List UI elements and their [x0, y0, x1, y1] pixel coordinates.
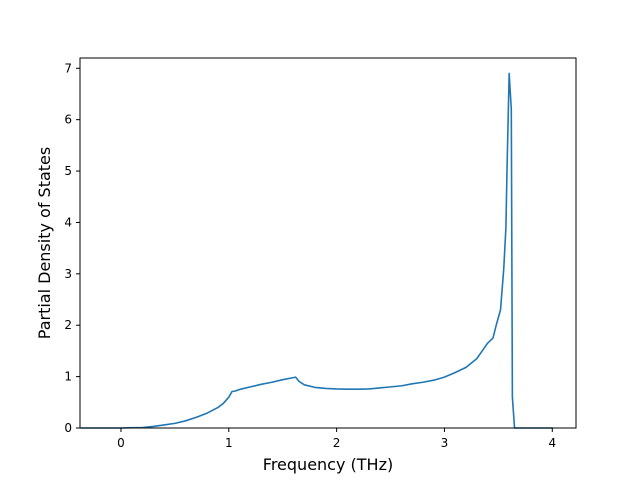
y-tick-label: 6 — [64, 113, 72, 127]
x-axis-label: Frequency (THz) — [263, 455, 393, 474]
y-tick-label: 2 — [64, 318, 72, 332]
y-axis-ticks: 0 1 2 3 4 5 6 7 — [64, 61, 80, 435]
y-tick-label: 5 — [64, 164, 72, 178]
y-tick-label: 0 — [64, 421, 72, 435]
y-tick-label: 1 — [64, 370, 72, 384]
y-tick-label: 3 — [64, 267, 72, 281]
y-axis-label: Partial Density of States — [35, 147, 54, 339]
x-tick-label: 2 — [333, 436, 341, 450]
x-tick-label: 4 — [548, 436, 556, 450]
y-tick-label: 4 — [64, 215, 72, 229]
x-tick-label: 3 — [441, 436, 449, 450]
x-axis-ticks: 0 1 2 3 4 — [117, 428, 556, 450]
x-tick-label: 0 — [117, 436, 125, 450]
y-tick-label: 7 — [64, 61, 72, 75]
axes-frame — [79, 57, 577, 429]
x-tick-label: 1 — [225, 436, 233, 450]
series-line-0 — [80, 72, 554, 429]
plot-area — [80, 72, 554, 429]
